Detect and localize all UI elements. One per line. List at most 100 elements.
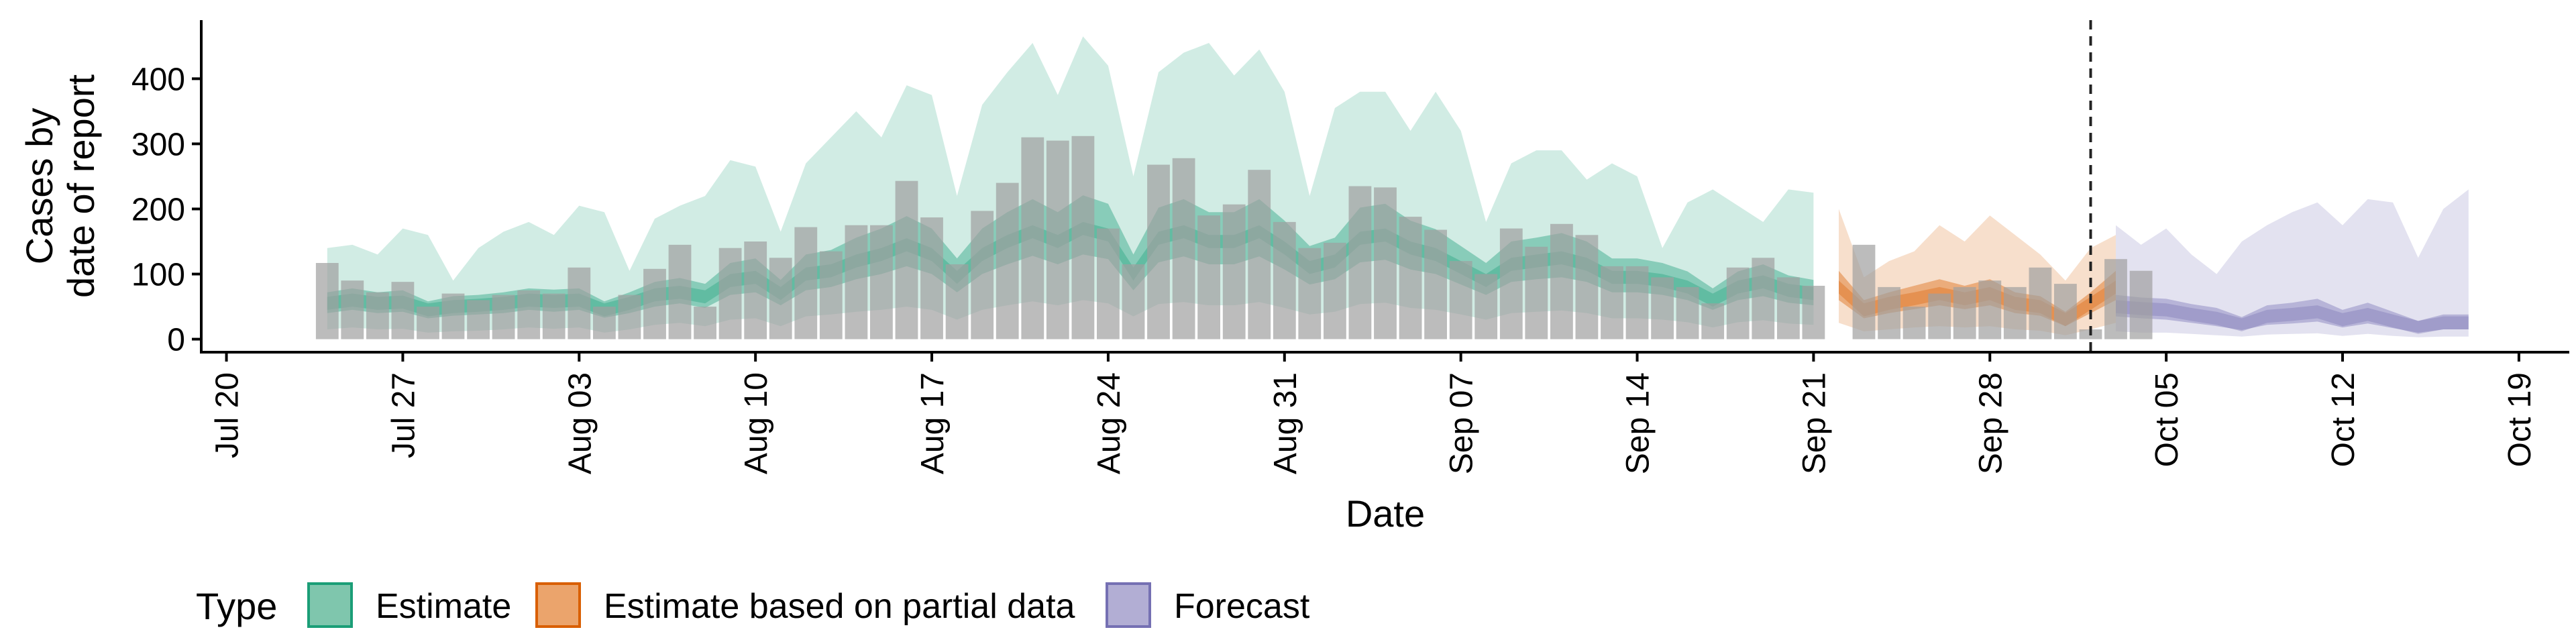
case-bar xyxy=(971,211,994,339)
case-bar xyxy=(1752,258,1775,339)
case-bar xyxy=(492,294,515,339)
x-tick-label: Sep 07 xyxy=(1444,372,1480,474)
case-bar xyxy=(1575,235,1599,339)
case-bar xyxy=(1525,246,1548,339)
band-median-series-2 xyxy=(2116,300,2469,334)
case-bar xyxy=(341,280,364,339)
case-bar xyxy=(1676,286,1699,339)
y-axis-label-line-2: date of report xyxy=(60,74,102,299)
case-bar xyxy=(467,300,490,339)
x-tick-label: Sep 28 xyxy=(1973,372,2008,474)
x-tick-label: Jul 20 xyxy=(210,372,246,458)
case-bar xyxy=(1651,277,1674,339)
case-bar xyxy=(1071,136,1095,339)
case-bar xyxy=(568,267,591,339)
legend-title: Type xyxy=(196,585,277,627)
case-bar xyxy=(895,180,918,339)
x-tick-label: Oct 05 xyxy=(2149,372,2185,467)
case-bar xyxy=(1449,261,1472,339)
x-tick-label: Aug 17 xyxy=(915,372,951,474)
case-bar xyxy=(517,290,541,339)
x-tick-label: Aug 10 xyxy=(739,372,774,474)
case-bar xyxy=(2029,267,2052,339)
case-bar xyxy=(870,225,893,339)
case-bar xyxy=(1374,187,1397,339)
case-bar xyxy=(668,244,692,339)
case-bar xyxy=(1021,137,1044,339)
case-bar xyxy=(945,264,969,339)
case-bar xyxy=(542,293,566,339)
case-bar xyxy=(1399,217,1422,339)
case-bar xyxy=(1197,215,1220,339)
case-bar xyxy=(1878,286,1900,339)
case-bar xyxy=(618,294,641,339)
legend-label: Estimate based on partial data xyxy=(604,587,1075,626)
case-bar xyxy=(2129,270,2153,339)
x-tick-label: Oct 19 xyxy=(2502,372,2538,467)
case-bar xyxy=(1953,286,1976,339)
case-bar xyxy=(845,225,868,339)
case-bar xyxy=(593,307,616,339)
case-bar xyxy=(1222,204,1246,339)
case-bar xyxy=(391,282,415,339)
case-bar xyxy=(1726,267,1750,339)
y-tick-label: 300 xyxy=(131,127,185,162)
x-tick-label: Aug 31 xyxy=(1268,372,1303,474)
reported-cases-bars xyxy=(315,136,2153,339)
case-bar xyxy=(2104,259,2127,339)
case-bar xyxy=(1928,293,1951,339)
case-bar xyxy=(694,307,716,339)
case-bar xyxy=(1550,223,1573,339)
case-bar xyxy=(744,241,767,339)
case-bar xyxy=(1097,228,1120,339)
band-90-series-2 xyxy=(2116,189,2469,337)
case-bar xyxy=(1852,244,1876,339)
case-bar xyxy=(1122,264,1145,339)
case-bar xyxy=(1348,186,1372,339)
case-bar xyxy=(718,248,742,339)
case-bar xyxy=(315,263,339,339)
case-bar xyxy=(1172,158,1195,339)
band-50-series-0 xyxy=(327,195,1814,319)
case-bar xyxy=(1147,164,1170,339)
x-axis-ticks: Jul 20 Jul 27 Aug 03 Aug 10 Aug 17 Aug 24 Aug … xyxy=(210,352,2538,474)
case-bar xyxy=(1499,228,1523,339)
case-bar xyxy=(1802,286,1825,339)
y-tick-label: 200 xyxy=(131,192,185,227)
x-tick-label: Sep 21 xyxy=(1796,372,1832,474)
case-bar xyxy=(1248,170,1271,339)
case-bar xyxy=(1978,280,2002,339)
y-axis-ticks: 0 100 200 300 400 xyxy=(131,62,201,358)
x-tick-label: Oct 12 xyxy=(2326,372,2361,467)
legend-key xyxy=(1106,582,1151,628)
y-tick-label: 0 xyxy=(167,323,185,358)
case-bar xyxy=(1777,277,1800,339)
x-tick-label: Jul 27 xyxy=(386,372,421,458)
case-bar xyxy=(1701,303,1725,339)
case-bar xyxy=(996,182,1019,339)
x-tick-label: Aug 03 xyxy=(562,372,598,474)
case-bar xyxy=(1474,274,1498,339)
legend-label: Estimate xyxy=(376,587,511,626)
case-bar xyxy=(819,251,843,339)
legend: Type Estimate Estimate based on partial d… xyxy=(196,582,1310,628)
x-tick-label: Sep 14 xyxy=(1621,372,1656,474)
y-tick-label: 100 xyxy=(131,258,185,293)
case-bar xyxy=(1298,248,1322,339)
case-bar xyxy=(1902,307,1926,339)
case-bar xyxy=(366,292,389,339)
y-tick-label: 400 xyxy=(131,62,185,97)
case-bar xyxy=(1273,221,1296,339)
legend-key xyxy=(535,582,581,628)
x-axis-label: Date xyxy=(1346,492,1425,535)
legend-key xyxy=(307,582,353,628)
case-bar xyxy=(417,307,439,339)
case-bar xyxy=(1324,242,1346,339)
legend-label: Forecast xyxy=(1174,587,1310,626)
case-bar xyxy=(794,227,818,339)
case-bar xyxy=(1046,140,1069,339)
y-axis-label-line-1: Cases by xyxy=(18,108,60,264)
case-bar xyxy=(1601,266,1623,339)
case-bar xyxy=(920,217,943,339)
